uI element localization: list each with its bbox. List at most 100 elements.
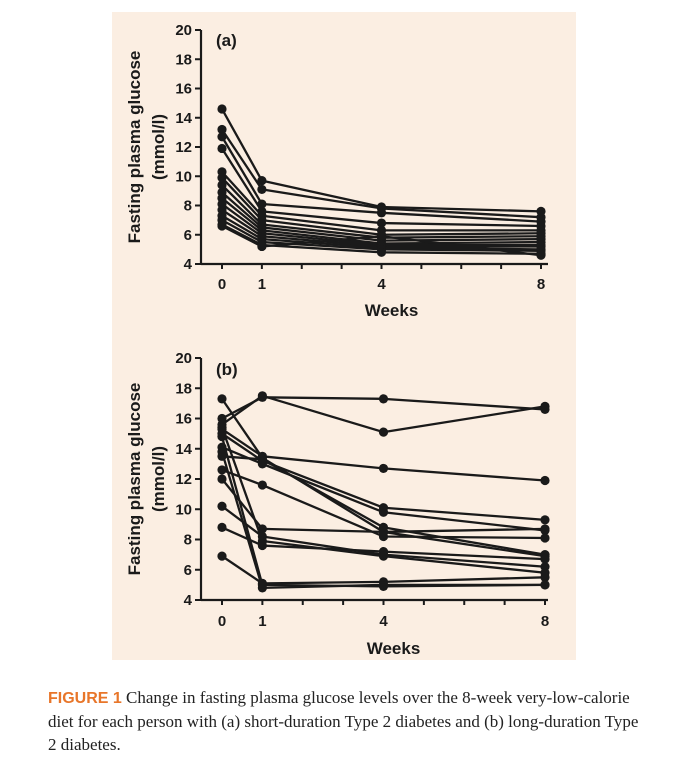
data-point <box>217 173 227 183</box>
series-line <box>221 224 542 257</box>
series-line <box>221 136 542 223</box>
y-tick-label: 14 <box>175 441 192 458</box>
data-point <box>217 143 227 154</box>
data-point <box>217 221 227 231</box>
y-tick-label: 16 <box>175 81 192 98</box>
x-tick-label: 1 <box>258 276 266 293</box>
data-point <box>536 250 546 260</box>
data-point <box>217 422 227 433</box>
y-tick-label: 10 <box>175 501 192 518</box>
data-point <box>540 568 550 578</box>
data-point <box>217 551 227 561</box>
data-point <box>257 480 267 490</box>
data-point <box>540 475 550 486</box>
series-line <box>221 223 542 255</box>
data-point <box>217 394 227 404</box>
data-point <box>217 522 227 532</box>
data-point <box>540 533 550 543</box>
series-line <box>221 394 546 434</box>
series-line <box>221 455 546 556</box>
x-axis-label: Weeks <box>365 301 419 320</box>
panel-label: (b) <box>216 360 238 379</box>
data-point <box>540 580 550 590</box>
y-axis-label: Fasting plasma glucose (mmol/l) <box>125 383 168 576</box>
y-tick-label: 4 <box>184 256 193 273</box>
y-axis-label-line: Fasting plasma glucose <box>125 383 144 576</box>
data-point <box>378 527 389 537</box>
data-point <box>257 454 267 464</box>
series-line <box>221 219 542 252</box>
y-axis-label: Fasting plasma glucose (mmol/l) <box>125 51 168 244</box>
data-point <box>257 536 267 546</box>
data-point <box>257 583 267 593</box>
series-line <box>221 446 546 532</box>
series-line <box>221 128 542 219</box>
x-tick-label: 0 <box>218 613 226 630</box>
series-line <box>221 478 546 534</box>
series-line <box>221 197 542 245</box>
y-tick-label: 12 <box>175 471 192 488</box>
series-line <box>221 147 542 228</box>
data-point <box>257 176 267 186</box>
series-line <box>221 214 542 251</box>
data-point <box>378 427 389 437</box>
data-point <box>376 218 387 228</box>
y-tick-label: 8 <box>184 198 192 215</box>
data-point <box>257 241 267 252</box>
caption-text: Change in fasting plasma glucose levels … <box>48 688 639 754</box>
series-line <box>221 191 542 242</box>
y-tick-label: 20 <box>175 350 192 367</box>
x-tick-label: 4 <box>379 613 388 630</box>
figure-caption: FIGURE 1 Change in fasting plasma glucos… <box>48 686 648 756</box>
y-axis-label-line: (mmol/l) <box>149 446 168 512</box>
y-tick-label: 12 <box>175 139 192 156</box>
data-point <box>217 104 227 114</box>
x-tick-label: 4 <box>377 276 386 293</box>
x-axis-label: Weeks <box>367 639 421 658</box>
series-line <box>220 451 545 590</box>
series-line <box>221 428 546 482</box>
y-tick-label: 8 <box>184 532 192 549</box>
y-tick-label: 6 <box>184 562 192 579</box>
y-axis-label-line: Fasting plasma glucose <box>125 51 144 244</box>
x-tick-label: 0 <box>218 276 226 293</box>
series-line <box>221 555 546 585</box>
data-point <box>378 463 389 474</box>
x-tick-label: 8 <box>541 613 549 630</box>
series-line <box>221 176 542 236</box>
x-tick-label: 1 <box>258 613 266 630</box>
data-point <box>217 432 227 442</box>
y-tick-label: 16 <box>175 411 192 428</box>
y-tick-label: 18 <box>175 51 192 68</box>
series-line <box>220 427 546 574</box>
y-tick-label: 14 <box>175 110 192 127</box>
data-point <box>217 447 227 457</box>
data-point <box>217 501 227 511</box>
series-line <box>221 398 546 558</box>
series-line <box>221 184 542 239</box>
caption-label: FIGURE 1 <box>48 690 122 707</box>
data-point <box>217 474 227 484</box>
data-point <box>378 507 389 517</box>
series-line <box>221 171 541 232</box>
series-line <box>221 396 546 420</box>
series-line <box>220 108 542 213</box>
data-point <box>257 184 267 195</box>
data-point <box>378 394 389 404</box>
data-point <box>217 132 227 142</box>
series-line <box>221 432 546 521</box>
data-point <box>376 231 387 241</box>
data-point <box>540 515 550 525</box>
data-point <box>257 391 267 401</box>
y-tick-label: 20 <box>175 22 192 39</box>
y-tick-label: 6 <box>184 227 192 244</box>
y-tick-label: 10 <box>175 168 192 185</box>
data-point <box>257 199 267 209</box>
data-point <box>257 524 267 534</box>
y-axis-label-line: (mmol/l) <box>149 114 168 180</box>
y-tick-label: 4 <box>184 592 193 609</box>
data-point <box>540 554 550 564</box>
data-point <box>217 465 227 475</box>
